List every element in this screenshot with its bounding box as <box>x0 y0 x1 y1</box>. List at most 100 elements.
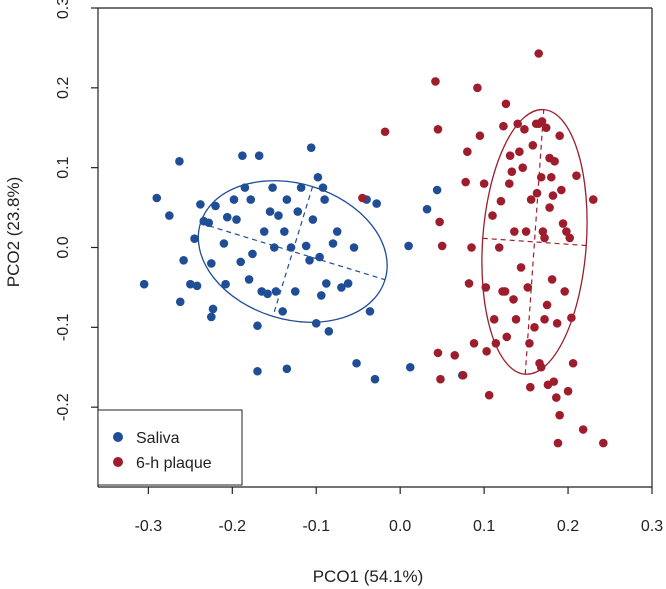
plaque-point <box>520 125 529 134</box>
x-axis-title: PCO1 (54.1%) <box>313 567 424 586</box>
plaque-point <box>525 339 534 348</box>
plaque-point <box>542 300 552 310</box>
plaque-point <box>540 315 549 324</box>
saliva-point <box>221 279 230 289</box>
plaque-point <box>537 117 547 126</box>
plaque-point <box>435 217 444 227</box>
plaque-point <box>499 121 508 131</box>
plaque-point <box>530 323 539 332</box>
saliva-point <box>208 304 218 314</box>
plaque-point <box>563 386 573 396</box>
y-tick-label: 0.1 <box>55 156 72 178</box>
saliva-point <box>405 362 415 372</box>
point-layer <box>139 49 608 448</box>
plaque-point <box>515 147 524 156</box>
saliva-point <box>175 156 184 166</box>
confidence-ellipse-plaque <box>481 108 588 375</box>
ellipse-minor-axis <box>272 186 314 317</box>
x-tick-label: 0.0 <box>389 518 411 535</box>
plaque-point <box>536 362 546 372</box>
legend-label-saliva: Saliva <box>136 430 180 447</box>
saliva-point <box>186 279 195 289</box>
saliva-point <box>343 279 353 288</box>
x-tick-label: -0.3 <box>135 518 163 535</box>
saliva-point <box>311 319 321 328</box>
saliva-point <box>306 143 316 153</box>
saliva-point <box>296 183 306 192</box>
plaque-point <box>450 350 460 360</box>
plaque-point <box>541 123 551 133</box>
saliva-point <box>268 183 277 192</box>
saliva-point <box>244 275 254 284</box>
plaque-point <box>536 172 546 182</box>
plaque-point <box>491 339 501 348</box>
saliva-point <box>305 255 314 265</box>
saliva-point <box>254 151 264 160</box>
saliva-point <box>236 257 245 267</box>
legend-marker-plaque <box>113 457 123 467</box>
plaque-point <box>489 315 499 324</box>
plaque-point <box>500 287 510 296</box>
legend-marker-saliva <box>113 432 123 442</box>
plaque-point <box>578 425 588 434</box>
y-tick-label: 0.3 <box>55 0 72 19</box>
plaque-point <box>599 438 608 448</box>
plaque-point <box>507 167 517 176</box>
y-tick-label: -0.1 <box>55 313 72 341</box>
saliva-point <box>192 281 202 291</box>
saliva-point <box>320 195 329 204</box>
plaque-point <box>458 370 468 380</box>
saliva-point <box>271 287 281 296</box>
plaque-point <box>565 233 575 243</box>
saliva-point <box>432 185 442 195</box>
plaque-point <box>488 211 497 220</box>
plaque-point <box>526 195 536 204</box>
plaque-point <box>467 243 476 252</box>
saliva-point <box>238 151 247 160</box>
saliva-point <box>248 249 257 259</box>
saliva-point <box>337 283 346 292</box>
x-tick-label: 0.2 <box>557 518 579 535</box>
saliva-point <box>190 234 199 244</box>
saliva-point <box>246 195 256 204</box>
plaque-point <box>562 227 571 236</box>
plaque-point <box>518 163 528 172</box>
plaque-point <box>525 382 535 392</box>
plaque-point <box>510 227 519 236</box>
saliva-point <box>211 201 220 211</box>
plaque-point <box>552 393 561 402</box>
plaque-point <box>479 179 489 188</box>
plaque-point <box>431 77 440 86</box>
saliva-point <box>282 195 292 204</box>
plaque-point <box>540 233 549 243</box>
saliva-point <box>240 183 250 192</box>
legend-box <box>97 409 243 486</box>
saliva-point <box>207 312 216 322</box>
saliva-point <box>315 252 324 262</box>
legend-label-plaque: 6-h plaque <box>136 455 212 472</box>
saliva-point <box>207 259 216 268</box>
plaque-point <box>558 219 568 228</box>
saliva-point <box>175 297 185 307</box>
y-axis-title: PCO2 (23.8%) <box>4 177 23 288</box>
plaque-point <box>473 83 482 93</box>
plaque-point <box>464 279 474 288</box>
y-tick-label: 0.0 <box>55 236 72 258</box>
plaque-point <box>560 287 570 296</box>
plaque-point <box>505 179 514 188</box>
saliva-point <box>290 287 300 296</box>
plaque-point <box>463 147 472 156</box>
saliva-point <box>179 255 188 265</box>
saliva-point <box>318 183 328 192</box>
saliva-point <box>222 212 232 222</box>
plaque-point <box>557 185 566 195</box>
plaque-point <box>521 227 531 236</box>
saliva-point <box>332 227 342 236</box>
plaque-point <box>553 438 563 448</box>
plaque-point <box>496 196 506 206</box>
plaque-point <box>549 377 559 386</box>
saliva-point <box>293 207 303 216</box>
saliva-point <box>328 239 338 248</box>
saliva-point <box>229 195 239 204</box>
plaque-point <box>436 374 445 384</box>
